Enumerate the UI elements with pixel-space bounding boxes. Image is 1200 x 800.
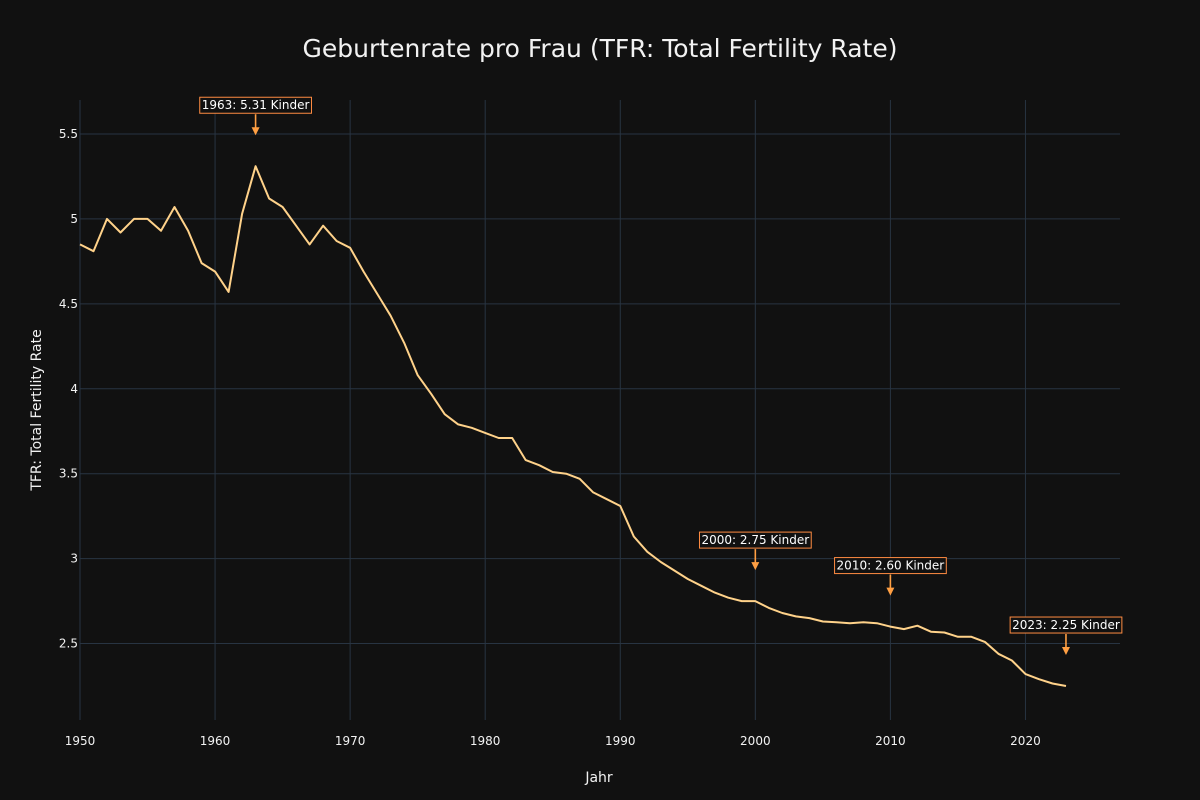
annotation-box (199, 96, 312, 114)
x-tick-label: 1980 (470, 734, 501, 748)
annotation-box (698, 531, 812, 549)
annotations: 1963: 5.31 Kinder 2000: 2.75 Kinder 2010: … (199, 96, 1123, 656)
axis-ticks: 1950 1960 1970 1980 1990 2000 2010 2020 2.5 3 3.5 4… (59, 127, 1041, 748)
annotation-box (834, 557, 947, 575)
chart-title: Geburtenrate pro Frau (TFR: Total Fertil… (303, 34, 898, 63)
x-tick-label: 2010 (875, 734, 906, 748)
x-tick-label: 2000 (740, 734, 771, 748)
annotation: 1963: 5.31 Kinder (199, 96, 312, 136)
annotation-arrow-head (1061, 647, 1070, 656)
y-axis-title: TFR: Total Fertility Rate (29, 329, 45, 491)
annotation: 2000: 2.75 Kinder (698, 531, 812, 571)
x-tick-label: 1960 (200, 734, 231, 748)
y-tick-label: 4 (70, 382, 78, 396)
y-tick-label: 3 (70, 552, 78, 566)
annotation-label: 2023: 2.25 Kinder (1012, 618, 1120, 632)
annotation-label: 2000: 2.75 Kinder (701, 533, 809, 547)
y-tick-label: 4.5 (59, 297, 78, 311)
annotation: 2010: 2.60 Kinder (834, 557, 947, 596)
grid (79, 100, 1120, 720)
annotation-arrow-head (251, 127, 260, 136)
annotation: 2023: 2.25 Kinder (1009, 616, 1123, 656)
x-tick-label: 1950 (65, 734, 96, 748)
tfr-line (79, 165, 1067, 687)
x-tick-label: 2020 (1010, 734, 1041, 748)
y-tick-label: 2.5 (59, 637, 78, 651)
annotation-arrow-head (751, 562, 760, 571)
annotation-label: 1963: 5.31 Kinder (202, 98, 310, 112)
x-axis-title: Jahr (584, 770, 613, 786)
annotation-arrow-head (886, 587, 895, 596)
x-tick-label: 1970 (335, 734, 366, 748)
x-tick-label: 1990 (605, 734, 636, 748)
y-tick-label: 5 (70, 212, 78, 226)
y-tick-label: 3.5 (59, 467, 78, 481)
annotation-box (1009, 616, 1123, 634)
y-tick-label: 5.5 (59, 127, 78, 141)
series-layer (79, 165, 1067, 687)
annotation-label: 2010: 2.60 Kinder (837, 559, 945, 573)
